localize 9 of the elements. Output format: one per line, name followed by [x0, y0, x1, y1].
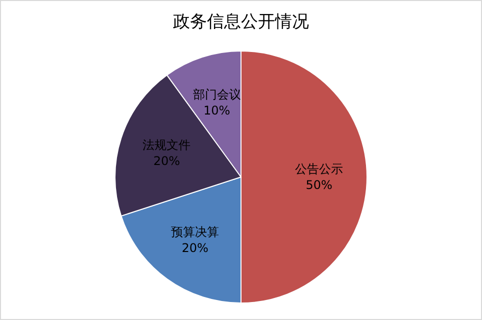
slice-label: 预算决算 [171, 225, 220, 240]
slice-label: 公告公示 [295, 162, 344, 176]
slice-label: 法规文件 [142, 138, 191, 152]
data-label: 20% [153, 154, 180, 168]
slice-label: 部门会议 [192, 88, 241, 102]
data-label: 10% [204, 104, 230, 118]
data-label: 20% [182, 241, 208, 256]
chart-title: 政务信息公开情况 [173, 12, 309, 32]
data-label: 50% [306, 178, 332, 192]
